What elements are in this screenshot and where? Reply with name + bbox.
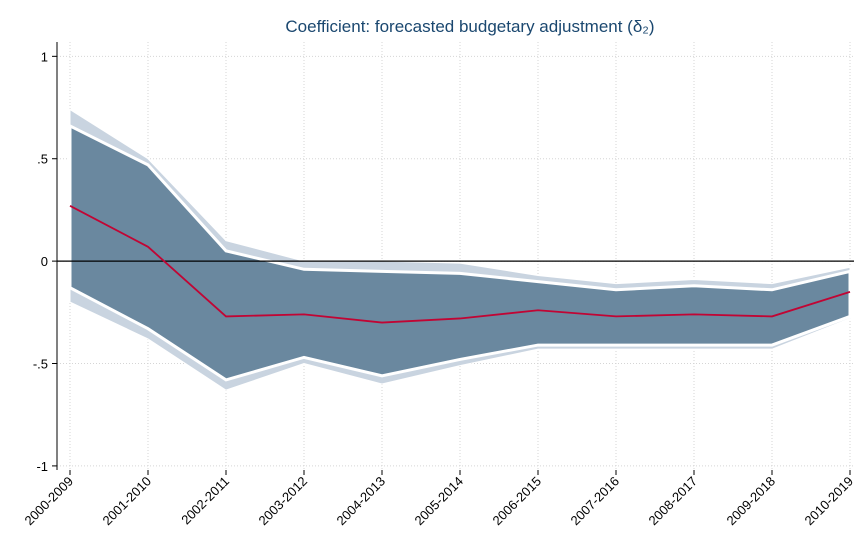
x-tick-label: 2000-2009 [22,474,77,529]
y-tick-label: 0 [41,254,48,269]
x-tick-label: 2007-2016 [568,474,623,529]
x-tick-label: 2005-2014 [412,474,467,529]
y-tick-label: -.5 [33,357,48,372]
x-tick-label: 2006-2015 [490,474,545,529]
x-tick-label: 2001-2010 [100,474,155,529]
chart-title: Coefficient: forecasted budgetary adjust… [285,17,654,36]
x-tick-label: 2010-2019 [802,474,857,529]
y-tick-label: .5 [37,152,48,167]
y-tick-label: 1 [41,49,48,64]
x-tick-label: 2004-2013 [334,474,389,529]
confidence-band [68,123,852,382]
y-tick-label: -1 [36,459,48,474]
x-tick-label: 2009-2018 [724,474,779,529]
x-tick-label: 2002-2011 [178,474,232,528]
x-tick-label: 2008-2017 [646,474,701,529]
estimate-line [69,205,851,324]
x-tick-label: 2003-2012 [256,474,311,529]
